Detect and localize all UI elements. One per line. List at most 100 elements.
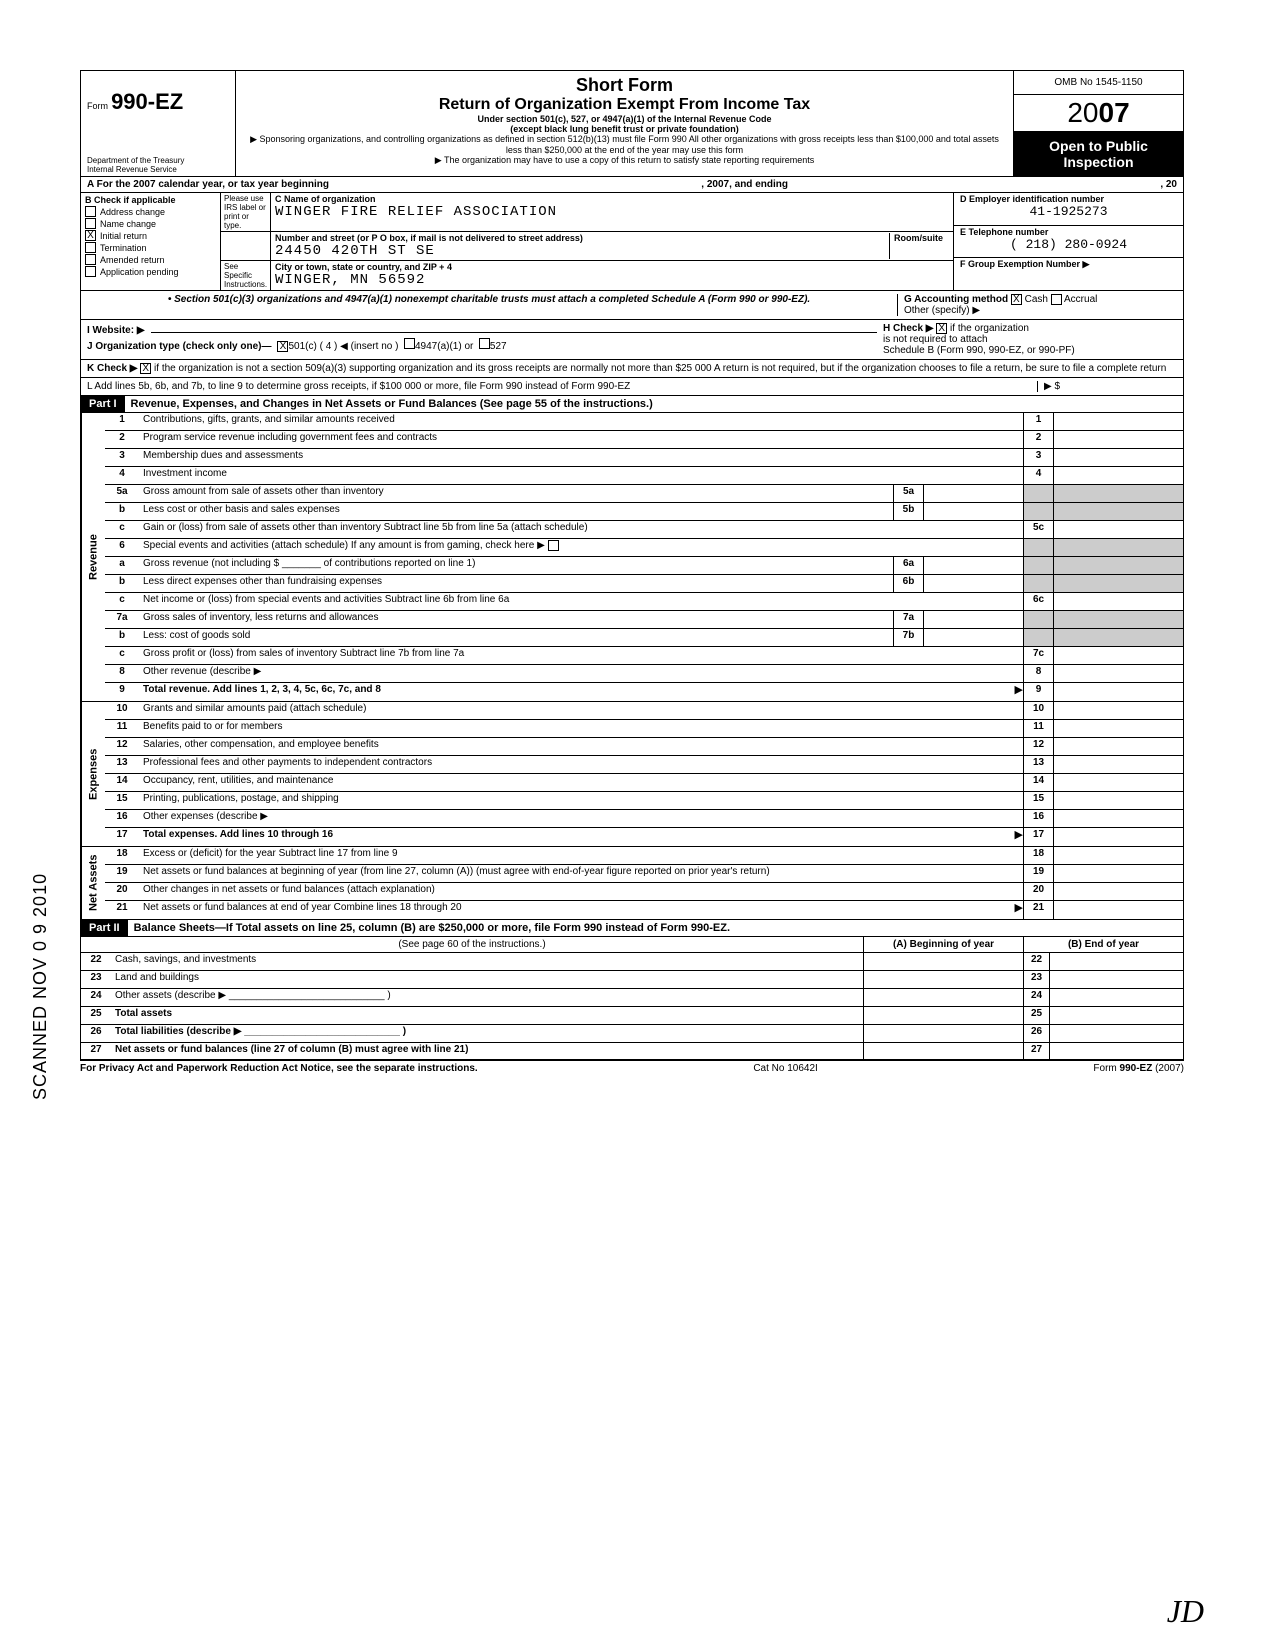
line-5a: Gross amount from sale of assets other t… — [139, 485, 893, 502]
h-text2: is not required to attach — [883, 334, 988, 345]
line-5c: Gain or (loss) from sale of assets other… — [139, 521, 1023, 538]
line-13: Professional fees and other payments to … — [139, 756, 1023, 773]
line-8: Other revenue (describe ▶ — [139, 665, 1023, 682]
checkbox-pending[interactable] — [85, 266, 96, 277]
section-k: K Check ▶ X if the organization is not a… — [80, 360, 1184, 378]
j-4947: 4947(a)(1) or — [415, 341, 473, 352]
balance-row-23: 23Land and buildings23 — [80, 971, 1184, 989]
netassets-side-label: Net Assets — [81, 847, 105, 919]
org-city: WINGER, MN 56592 — [275, 272, 949, 288]
line-9: Total revenue. Add lines 1, 2, 3, 4, 5c,… — [139, 683, 1003, 701]
section-a-right: , 20 — [1160, 179, 1177, 190]
checkbox-527[interactable] — [479, 338, 490, 349]
line-18: Excess or (deficit) for the year Subtrac… — [139, 847, 1023, 864]
checkbox-501c[interactable]: X — [277, 341, 288, 352]
form-title-box: Short Form Return of Organization Exempt… — [236, 71, 1013, 176]
k-text: if the organization is not a section 509… — [154, 363, 1166, 374]
c-addr-label: Number and street (or P O box, if mail i… — [275, 233, 889, 243]
line-20: Other changes in net assets or fund bala… — [139, 883, 1023, 900]
h-label: H Check ▶ — [883, 323, 933, 334]
c-city-label: City or town, state or country, and ZIP … — [275, 262, 949, 272]
line-7a: Gross sales of inventory, less returns a… — [139, 611, 893, 628]
checkbox-4947[interactable] — [404, 338, 415, 349]
irs: Internal Revenue Service — [87, 165, 184, 174]
short-form-label: Short Form — [246, 75, 1003, 96]
section-schedule-a: • Section 501(c)(3) organizations and 49… — [80, 291, 1184, 320]
f-label: F Group Exemption Number ▶ — [960, 259, 1177, 270]
b-item-0: Address change — [100, 207, 165, 217]
line-12: Salaries, other compensation, and employ… — [139, 738, 1023, 755]
checkbox-gaming[interactable] — [548, 540, 559, 551]
checkbox-amended[interactable] — [85, 254, 96, 265]
line-19: Net assets or fund balances at beginning… — [139, 865, 1023, 882]
footer-mid: Cat No 10642I — [753, 1063, 818, 1074]
org-name: WINGER FIRE RELIEF ASSOCIATION — [275, 204, 949, 220]
balance-row-22: 22Cash, savings, and investments22 — [80, 953, 1184, 971]
signature-initials: JD — [1167, 1593, 1204, 1630]
b-item-5: Application pending — [100, 267, 179, 277]
checkbox-h[interactable]: X — [936, 323, 947, 334]
h-text1: if the organization — [950, 323, 1029, 334]
line-4: Investment income — [139, 467, 1023, 484]
section-a: A For the 2007 calendar year, or tax yea… — [80, 176, 1184, 192]
open-public: Open to Public Inspection — [1014, 132, 1183, 176]
d-label: D Employer identification number — [960, 194, 1177, 204]
schedule-a-note: • Section 501(c)(3) organizations and 49… — [87, 294, 891, 316]
g-accrual: Accrual — [1064, 294, 1097, 305]
footer-right: Form 990-EZ (2007) — [1093, 1063, 1184, 1074]
title-sub4: ▶ The organization may have to use a cop… — [246, 155, 1003, 166]
room-label: Room/suite — [894, 233, 949, 243]
b-item-4: Amended return — [100, 255, 165, 265]
expenses-table: Expenses 10Grants and similar amounts pa… — [80, 702, 1184, 847]
checkbox-accrual[interactable] — [1051, 294, 1062, 305]
section-b-header: B Check if applicable — [85, 195, 216, 205]
checkbox-termination[interactable] — [85, 242, 96, 253]
line-6b: Less direct expenses other than fundrais… — [139, 575, 893, 592]
b-item-2: Initial return — [100, 231, 147, 241]
e-label: E Telephone number — [960, 227, 1177, 237]
line-7c: Gross profit or (loss) from sales of inv… — [139, 647, 1023, 664]
g-label: G Accounting method — [904, 294, 1008, 305]
c-name-label: C Name of organization — [275, 194, 949, 204]
year-prefix: 20 — [1067, 97, 1098, 128]
j-527: 527 — [490, 341, 507, 352]
section-a-mid: , 2007, and ending — [701, 179, 788, 190]
balance-instr: (See page 60 of the instructions.) — [81, 937, 863, 952]
g-cash: Cash — [1025, 294, 1048, 305]
checkbox-name-change[interactable] — [85, 218, 96, 229]
l-text: L Add lines 5b, 6b, and 7b, to line 9 to… — [87, 381, 1037, 392]
title-sub1: Under section 501(c), 527, or 4947(a)(1)… — [246, 114, 1003, 124]
part1-title: Revenue, Expenses, and Changes in Net As… — [125, 396, 1183, 412]
checkbox-k[interactable]: X — [140, 363, 151, 374]
checkbox-initial-return[interactable]: X — [85, 230, 96, 241]
checkbox-cash[interactable]: X — [1011, 294, 1022, 305]
line-22: Cash, savings, and investments — [111, 953, 863, 970]
title-sub2: (except black lung benefit trust or priv… — [246, 124, 1003, 134]
netassets-table: Net Assets 18Excess or (deficit) for the… — [80, 847, 1184, 920]
scanned-stamp: SCANNED NOV 0 9 2010 — [30, 873, 51, 1100]
line-15: Printing, publications, postage, and shi… — [139, 792, 1023, 809]
line-6c: Net income or (loss) from special events… — [139, 593, 1023, 610]
j-label: J Organization type (check only one)— — [87, 341, 271, 352]
form-number: 990-EZ — [111, 89, 183, 114]
section-b: B Check if applicable Address change Nam… — [81, 193, 221, 290]
part1-badge: Part I — [81, 396, 125, 412]
form-right-box: OMB No 1545-1150 2007 Open to Public Ins… — [1013, 71, 1183, 176]
line-23: Land and buildings — [111, 971, 863, 988]
part2-header-row: Part II Balance Sheets—If Total assets o… — [80, 920, 1184, 937]
balance-row-24: 24Other assets (describe ▶ _____________… — [80, 989, 1184, 1007]
checkbox-address-change[interactable] — [85, 206, 96, 217]
part2-title: Balance Sheets—If Total assets on line 2… — [128, 920, 1183, 936]
c-instr-1: Please use IRS label or print or type. — [221, 193, 271, 231]
line-7b: Less: cost of goods sold — [139, 629, 893, 646]
footer: For Privacy Act and Paperwork Reduction … — [80, 1061, 1184, 1076]
j-501c: 501(c) ( 4 ) ◀ (insert no ) — [288, 341, 398, 352]
l-amount: ▶ $ — [1037, 381, 1177, 392]
line-17: Total expenses. Add lines 10 through 16 — [139, 828, 1003, 846]
line-5b: Less cost or other basis and sales expen… — [139, 503, 893, 520]
year-box: 2007 — [1014, 95, 1183, 132]
form-word: Form — [87, 101, 108, 111]
section-de: D Employer identification number 41-1925… — [953, 193, 1183, 290]
k-label: K Check ▶ — [87, 363, 137, 374]
form-header: Form 990-EZ Department of the Treasury I… — [80, 70, 1184, 176]
